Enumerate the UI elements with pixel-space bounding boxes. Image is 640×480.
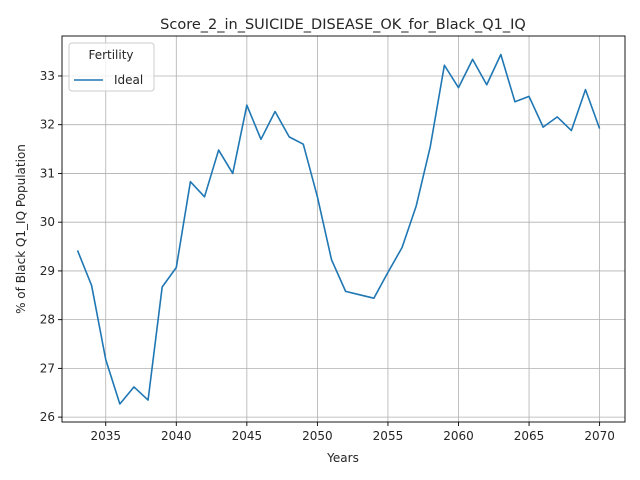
chart-title: Score_2_in_SUICIDE_DISEASE_OK_for_Black_… [160,17,526,33]
x-tick-label: 2060 [443,429,474,443]
y-axis-label: % of Black Q1_IQ Population [14,144,28,314]
legend-title: Fertility [88,48,133,62]
series-line-ideal [76,53,601,405]
x-axis-label: Years [326,451,359,465]
y-tick-label: 28 [40,313,55,327]
series-layer [76,53,601,405]
grid-lines [62,36,625,422]
y-tick-label: 33 [40,69,55,83]
x-tick-label: 2040 [161,429,192,443]
x-tick-label: 2065 [514,429,545,443]
legend-label-ideal: Ideal [114,73,143,87]
y-tick-label: 30 [40,215,55,229]
y-tick-label: 26 [40,410,55,424]
x-tick-label: 2070 [584,429,615,443]
x-tick-label: 2035 [90,429,121,443]
y-tick-label: 29 [40,264,55,278]
y-tick-label: 31 [40,166,55,180]
x-tick-label: 2045 [232,429,263,443]
x-tick-label: 2055 [373,429,404,443]
x-axis: 2035 2040 2045 2050 2055 2060 2065 2070 [90,422,615,443]
x-tick-label: 2050 [302,429,333,443]
legend-box [68,42,155,92]
plot-frame [61,35,626,423]
y-axis: 26 27 28 29 30 31 32 33 [40,69,62,424]
legend: Fertility Ideal [68,42,155,92]
y-tick-label: 32 [40,118,55,132]
y-tick-label: 27 [40,361,55,375]
